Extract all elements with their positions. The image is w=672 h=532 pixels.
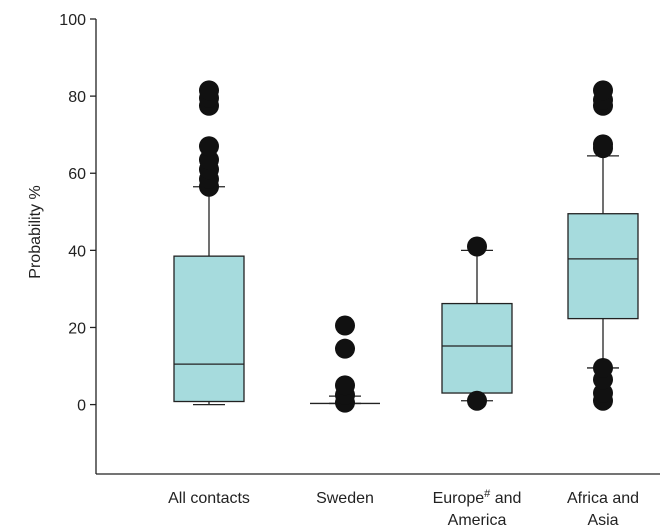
outlier-point — [335, 338, 355, 359]
y-axis-label: Probability % — [27, 185, 44, 278]
x-category-label: Africa and Asia — [567, 490, 639, 529]
x-category-label: Europe# and America — [433, 488, 522, 529]
box-group — [567, 80, 639, 411]
outlier-point — [335, 375, 355, 396]
outlier-point — [335, 315, 355, 336]
outlier-point — [593, 357, 613, 378]
x-category-label: Sweden — [316, 490, 374, 507]
outlier-point — [199, 136, 219, 157]
outlier-point — [467, 236, 487, 257]
outlier-point — [467, 390, 487, 411]
x-category-label: All contacts — [168, 490, 250, 507]
x-axis: All contacts Sweden Europe# and America Afri… — [96, 473, 660, 529]
box-iqr — [441, 302, 513, 394]
outlier-point — [593, 80, 613, 101]
y-tick-label: 60 — [68, 166, 86, 183]
box-group — [310, 315, 380, 413]
box-group — [173, 80, 245, 406]
y-tick-label: 40 — [68, 243, 86, 260]
y-tick-label: 20 — [68, 320, 86, 337]
box-iqr — [173, 255, 245, 403]
y-tick-label: 80 — [68, 89, 86, 106]
y-tick-label: 0 — [77, 398, 86, 415]
y-tick-label: 100 — [59, 12, 86, 29]
plot-area — [173, 80, 639, 413]
box-group — [441, 236, 513, 411]
y-axis: 0 20 40 60 80 100 — [59, 12, 97, 474]
outlier-point — [199, 80, 219, 101]
box-iqr — [567, 213, 639, 320]
outlier-point — [593, 134, 613, 155]
